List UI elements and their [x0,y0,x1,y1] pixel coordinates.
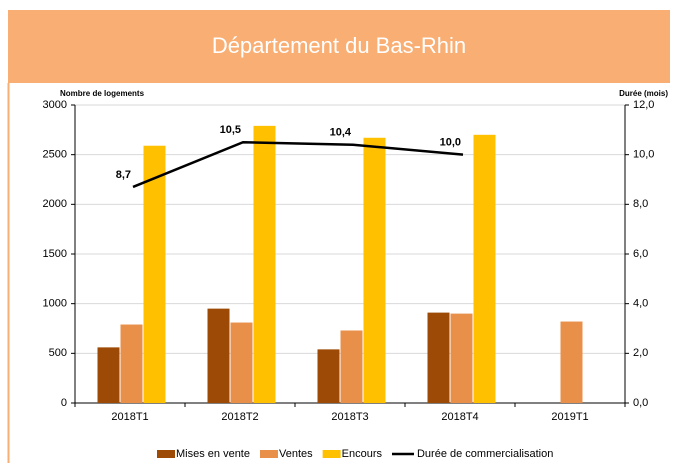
y2-tick-label: 2,0 [633,347,648,359]
y2-tick-label: 4,0 [633,298,648,310]
bar [450,313,473,403]
chart-title: Département du Bas-Rhin [212,33,466,58]
y2-tick-label: 0,0 [633,397,648,409]
x-tick-label: 2018T2 [221,411,258,423]
y-tick-label: 1000 [43,298,67,310]
data-label: 8,7 [116,169,131,181]
x-tick-label: 2018T1 [111,411,148,423]
legend-label: Encours [342,448,383,460]
y2-axis-label: Durée (mois) [619,89,668,98]
line [132,140,464,189]
header-band [8,10,670,83]
x-tick-label: 2019T1 [551,411,588,423]
bar [427,312,450,403]
legend-swatch [322,450,341,458]
bar [230,322,253,403]
legend-swatch [157,450,175,458]
x-tick-label: 2018T3 [331,411,368,423]
bar [253,125,276,404]
legend-swatch [259,450,278,458]
y2-tick-label: 6,0 [633,248,648,260]
y-tick-label: 3000 [43,99,67,111]
y-tick-label: 2000 [43,198,67,210]
y-tick-label: 1500 [43,248,67,260]
legend-label: Durée de commercialisation [417,448,553,460]
bar [207,308,230,403]
bar [120,324,143,403]
y-tick-label: 500 [49,347,67,359]
bar [317,349,340,403]
y2-tick-label: 12,0 [633,99,654,111]
legend-label: Mises en vente [176,448,250,460]
y2-tick-label: 8,0 [633,198,648,210]
data-label: 10,0 [440,137,461,149]
y2-tick-label: 10,0 [633,149,654,161]
y-tick-label: 0 [61,397,67,409]
data-label: 10,5 [220,124,241,136]
bar [560,321,583,403]
bar [143,145,166,403]
data-label: 10,4 [330,127,352,139]
bar [97,347,120,403]
bar [473,134,496,404]
x-tick-label: 2018T4 [441,411,478,423]
y-axis-label: Nombre de logements [60,89,145,98]
bar [340,330,363,403]
y-tick-label: 2500 [43,149,67,161]
legend-label: Ventes [279,448,313,460]
bar [363,137,386,403]
